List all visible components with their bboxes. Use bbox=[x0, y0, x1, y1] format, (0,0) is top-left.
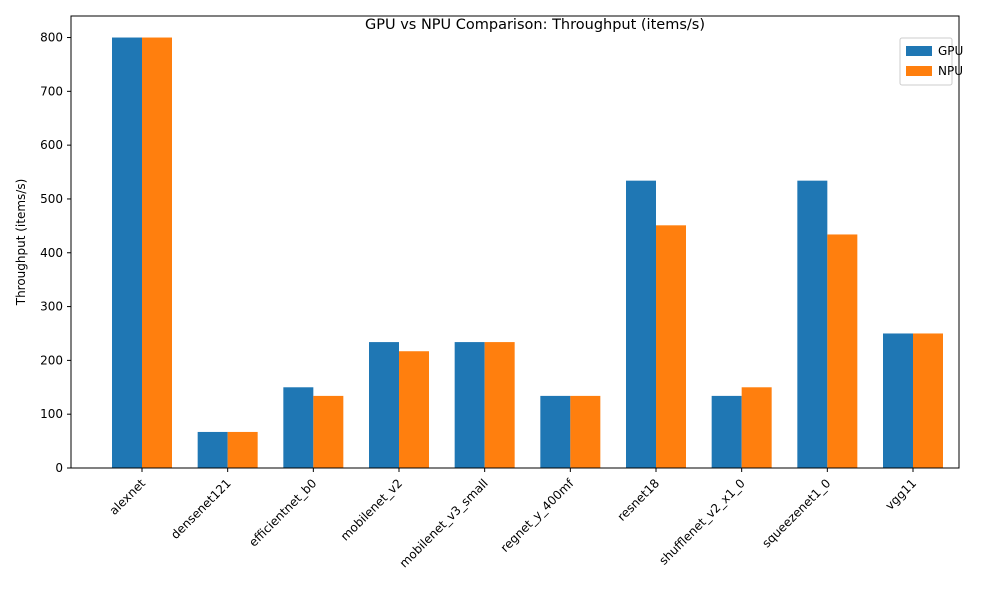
bar-npu-densenet121 bbox=[227, 431, 258, 468]
legend: GPU NPU bbox=[899, 37, 963, 86]
bar-npu-resnet18 bbox=[656, 225, 686, 468]
y-tick-label: 600 bbox=[40, 138, 63, 152]
bars-group bbox=[112, 37, 943, 469]
plot-frame bbox=[70, 15, 960, 469]
bar-gpu-efficientnet_b0 bbox=[283, 387, 314, 468]
y-tick-label: 800 bbox=[40, 31, 63, 45]
x-tick-label: efficientnet_b0 bbox=[246, 476, 319, 549]
x-axis-ticks: alexnet densenet121 efficientnet_b0 mobilen… bbox=[107, 468, 919, 570]
bar-npu-regnet_y_400mf bbox=[570, 395, 601, 468]
x-tick-label: densenet121 bbox=[168, 476, 234, 542]
x-tick-label: mobilenet_v3_small bbox=[397, 476, 491, 570]
legend-swatch-npu bbox=[906, 66, 932, 76]
bar-gpu-alexnet bbox=[112, 37, 142, 469]
y-tick-label: 400 bbox=[40, 246, 63, 260]
x-tick-label: resnet18 bbox=[615, 476, 663, 524]
bar-gpu-resnet18 bbox=[626, 180, 656, 468]
x-tick-label: regnet_y_400mf bbox=[498, 476, 577, 555]
y-tick-label: 0 bbox=[55, 461, 63, 475]
bar-gpu-shufflenet_v2_x1_0 bbox=[711, 395, 742, 468]
x-tick-label: shufflenet_v2_x1_0 bbox=[656, 476, 747, 567]
x-tick-label: mobilenet_v2 bbox=[338, 476, 405, 543]
bar-npu-vgg11 bbox=[913, 333, 943, 468]
bar-npu-squeezenet1_0 bbox=[827, 234, 858, 468]
bar-gpu-densenet121 bbox=[197, 431, 228, 468]
bar-npu-shufflenet_v2_x1_0 bbox=[741, 387, 772, 468]
y-tick-label: 500 bbox=[40, 192, 63, 206]
bar-npu-mobilenet_v3_small bbox=[484, 342, 515, 468]
legend-label-gpu: GPU bbox=[938, 44, 963, 58]
y-tick-label: 200 bbox=[40, 353, 63, 367]
bar-gpu-regnet_y_400mf bbox=[540, 395, 571, 468]
legend-swatch-gpu bbox=[906, 46, 932, 56]
x-tick-label: vgg11 bbox=[883, 476, 919, 512]
y-axis-label: Throughput (items/s) bbox=[14, 179, 28, 307]
bar-npu-alexnet bbox=[142, 37, 172, 469]
x-tick-label: alexnet bbox=[107, 476, 149, 518]
bar-gpu-vgg11 bbox=[883, 333, 913, 468]
y-tick-label: 300 bbox=[40, 300, 63, 314]
bar-gpu-mobilenet_v3_small bbox=[454, 342, 485, 468]
x-tick-label: squeezenet1_0 bbox=[759, 476, 833, 550]
legend-label-npu: NPU bbox=[938, 64, 963, 78]
y-tick-label: 100 bbox=[40, 407, 63, 421]
bar-npu-mobilenet_v2 bbox=[399, 351, 429, 468]
bar-gpu-squeezenet1_0 bbox=[797, 180, 828, 468]
chart-title: GPU vs NPU Comparison: Throughput (items… bbox=[365, 17, 705, 33]
y-axis-ticks: 0 100 200 300 400 500 600 700 800 bbox=[40, 31, 71, 475]
bar-npu-efficientnet_b0 bbox=[313, 395, 344, 468]
bar-gpu-mobilenet_v2 bbox=[369, 342, 399, 468]
y-tick-label: 700 bbox=[40, 84, 63, 98]
